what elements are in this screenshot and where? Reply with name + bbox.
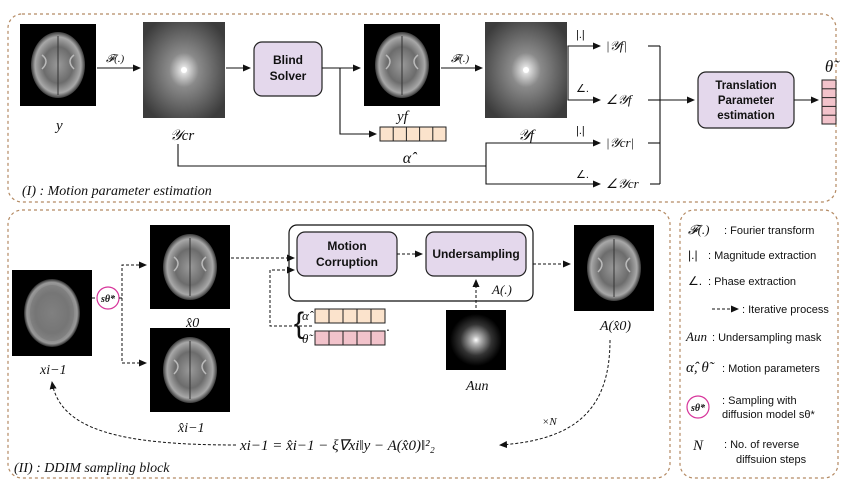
label-times-N: ×N bbox=[542, 416, 557, 428]
dashed-s-to-x0 bbox=[119, 261, 147, 299]
theta-tilde-vector-bottom bbox=[314, 330, 386, 346]
tpe-label-1: Translation bbox=[715, 80, 776, 92]
brace-right: . bbox=[386, 318, 390, 334]
update-equation: xi−1 = x̂i−1 − ξ∇xi‖y − A(x̂0)‖²₂ bbox=[239, 438, 435, 454]
image-kspace-ycr bbox=[143, 22, 225, 118]
label-fourier-op-2: 𝓕(.) bbox=[451, 53, 470, 65]
arrow-ycr-loop bbox=[177, 144, 486, 167]
undersampling-box bbox=[425, 231, 527, 277]
label-abs-Ycr: |𝒴cr| bbox=[606, 135, 634, 150]
label-angle-Ycr: ∠𝒴cr bbox=[606, 176, 640, 191]
label-alpha-hat-top: α̂ bbox=[403, 150, 417, 167]
label-theta-tilde-bottom: θ̃ bbox=[302, 331, 314, 346]
label-y: y bbox=[54, 118, 63, 134]
legend-text-fourier: : Fourier transform bbox=[724, 225, 814, 237]
image-yf bbox=[364, 24, 440, 106]
legend-text-params: : Motion parameters bbox=[722, 363, 820, 375]
section-label-motion: (I) : Motion parameter estimation bbox=[22, 184, 212, 199]
image-xhat-im1 bbox=[150, 328, 230, 412]
alpha-hat-vector bbox=[379, 126, 447, 142]
legend-symbol-fourier: 𝓕(.) bbox=[688, 222, 710, 237]
arrow-Yf-angle bbox=[567, 70, 601, 104]
legend: 𝓕(.) : Fourier transform |.| : Magnitude… bbox=[685, 222, 829, 466]
tpe-label-3: estimation bbox=[717, 110, 775, 122]
label-theta-tilde-top: θ̃ bbox=[825, 57, 840, 76]
legend-symbol-magnitude: |.| bbox=[688, 248, 698, 262]
label-angle-Yf: ∠𝒴f bbox=[606, 92, 634, 107]
label-abs-Yf: |𝒴f| bbox=[606, 38, 627, 53]
arrow-ycr-angle bbox=[485, 166, 601, 188]
legend-symbol-phase: ∠. bbox=[688, 274, 702, 288]
image-x-im1 bbox=[12, 270, 92, 356]
legend-text-sampling-1: : Sampling with bbox=[722, 395, 797, 407]
legend-symbol-N: N bbox=[692, 438, 704, 454]
label-A-un: Aun bbox=[465, 379, 489, 394]
label-x-im1: xi−1 bbox=[39, 363, 67, 378]
motion-corruption-label-2: Corruption bbox=[316, 255, 378, 269]
legend-symbol-s-theta: sθ* bbox=[690, 403, 706, 414]
legend-text-magnitude: : Magnitude extraction bbox=[708, 250, 816, 262]
legend-text-N-1: : No. of reverse bbox=[724, 439, 799, 451]
alpha-hat-vector-bottom bbox=[314, 308, 386, 324]
A-operator-box bbox=[288, 224, 534, 302]
dashed-s-to-xhat bbox=[121, 298, 147, 367]
image-undersampling-mask bbox=[446, 310, 506, 370]
brace-left: { bbox=[294, 307, 304, 340]
image-y bbox=[20, 24, 96, 106]
legend-text-N-2: diffsuion steps bbox=[736, 454, 807, 466]
blind-solver-label-2: Solver bbox=[270, 69, 307, 83]
label-A-x0: A(x̂0) bbox=[599, 319, 631, 334]
legend-symbol-params: α̂, θ̃ bbox=[686, 360, 715, 376]
motion-corruption-label-1: Motion bbox=[327, 239, 366, 253]
undersampling-label: Undersampling bbox=[432, 247, 519, 261]
legend-text-iterative: : Iterative process bbox=[742, 304, 829, 316]
dashed-params-to-mc bbox=[269, 266, 312, 327]
image-kspace-Yf bbox=[485, 22, 567, 118]
section-label-ddim: (II) : DDIM sampling block bbox=[14, 461, 170, 476]
legend-text-phase: : Phase extraction bbox=[708, 276, 796, 288]
blind-solver-label-1: Blind bbox=[273, 53, 303, 67]
label-abs-op-2: |.| bbox=[576, 125, 585, 137]
label-A-op: A(.) bbox=[491, 282, 512, 297]
label-angle-op-1: ∠. bbox=[576, 83, 589, 95]
theta-tilde-vector-top bbox=[821, 79, 837, 125]
label-fourier-op-1: 𝓕(.) bbox=[106, 53, 125, 65]
legend-text-sampling-2: diffusion model sθ* bbox=[722, 409, 815, 421]
label-xhat-im1: x̂i−1 bbox=[177, 421, 205, 436]
dashed-loop-to-equation bbox=[499, 339, 611, 449]
legend-text-mask: : Undersampling mask bbox=[712, 332, 822, 344]
label-abs-op-1: |.| bbox=[576, 29, 585, 41]
dashed-equation-to-x bbox=[49, 381, 237, 446]
legend-frame bbox=[679, 209, 839, 479]
image-A-x0 bbox=[574, 225, 654, 311]
tpe-label-2: Parameter bbox=[718, 95, 775, 107]
label-ycr: 𝒴cr bbox=[170, 128, 194, 144]
arrow-blind-to-alpha bbox=[339, 68, 377, 138]
blind-solver-box bbox=[253, 41, 323, 97]
legend-symbol-mask: Aun bbox=[685, 329, 707, 344]
image-x0-hat bbox=[150, 225, 230, 309]
label-angle-op-2: ∠. bbox=[576, 169, 589, 181]
arrow-Yf-abs bbox=[567, 42, 601, 70]
label-s-theta: sθ* bbox=[100, 294, 116, 305]
label-x0-hat: x̂0 bbox=[185, 316, 199, 331]
arrow-ycr-abs bbox=[485, 139, 601, 166]
ddim-sampling-frame bbox=[7, 209, 671, 479]
label-Yf: 𝒴f bbox=[518, 128, 536, 144]
label-yf: yf bbox=[395, 109, 410, 125]
legend-s-theta-circle bbox=[686, 395, 710, 419]
label-alpha-hat-bottom: α̂ bbox=[302, 308, 314, 323]
